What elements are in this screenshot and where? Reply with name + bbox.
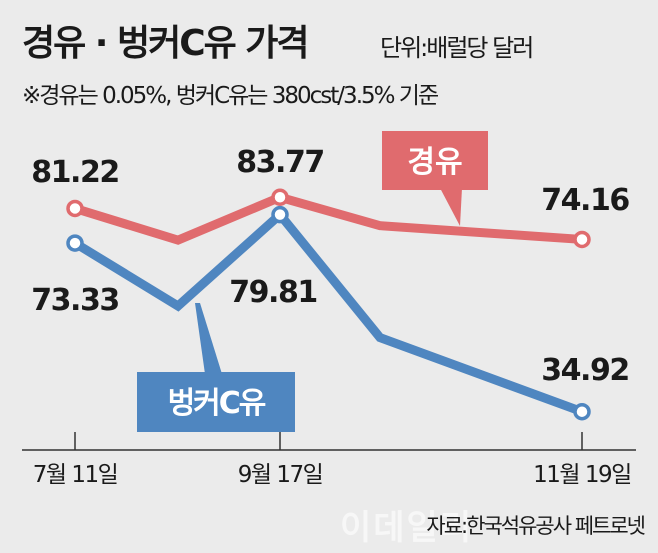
watermark: 이데일리 [340,508,474,548]
chart-title: 경유 · 벙커C유 가격 [22,23,310,64]
legend-label-diesel: 경유 [407,145,462,180]
chart-note: ※경유는 0.05%, 벙커C유는 380cst/3.5% 기준 [22,83,439,109]
series-line-diesel [73,192,583,245]
data-label: 79.81 [229,275,316,310]
data-point [66,199,84,218]
data-label: 34.92 [541,353,628,388]
legend-pointer-diesel [440,188,462,226]
legend-box-diesel [382,131,488,190]
unit-label: 단위:배럴당 달러 [380,34,534,62]
data-label: 83.77 [236,145,323,180]
data-point [573,402,591,421]
data-point [271,205,289,224]
data-point [573,230,591,249]
legend-label-bunker: 벙커C유 [168,386,266,421]
data-point [271,188,289,206]
x-tick-label: 11월 19일 [533,462,631,488]
data-label: 74.16 [541,183,629,218]
x-tick-label: 9월 17일 [238,462,323,488]
data-label: 81.22 [31,155,118,190]
data-point [66,234,84,252]
legend-box-bunker [137,372,295,432]
legend-pointer-bunker [195,303,222,374]
source-label: 자료:한국석유공사 페트로넷 [426,514,646,538]
x-tick-label: 7월 11일 [33,462,118,488]
data-label: 73.33 [31,283,118,318]
